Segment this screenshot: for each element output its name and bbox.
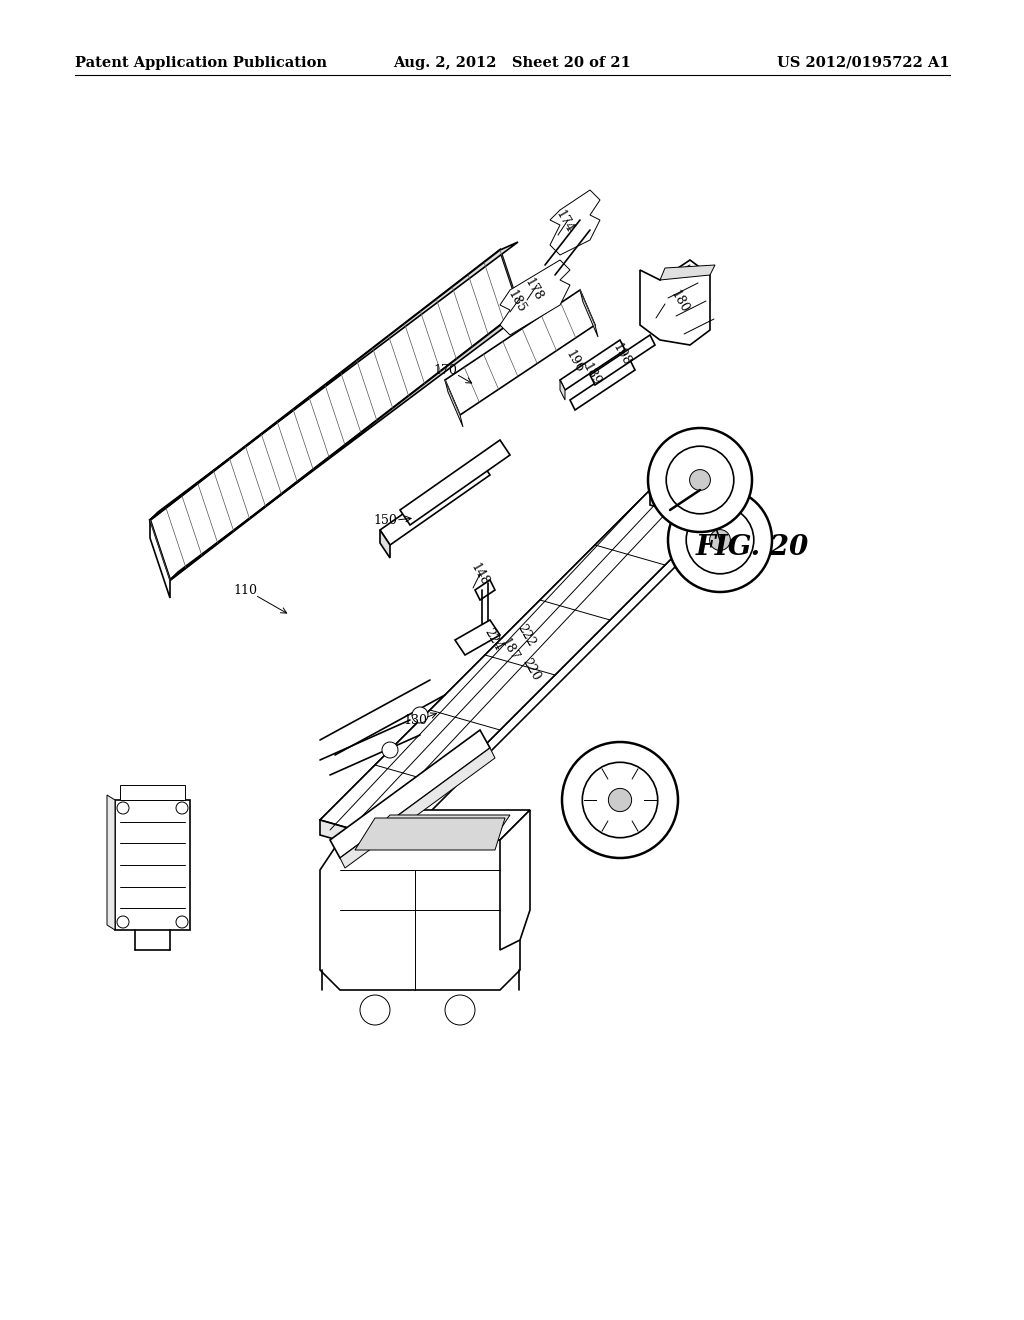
Polygon shape xyxy=(340,810,530,840)
Polygon shape xyxy=(319,490,720,840)
Circle shape xyxy=(382,742,398,758)
Circle shape xyxy=(648,428,752,532)
Polygon shape xyxy=(360,814,510,845)
Circle shape xyxy=(562,742,678,858)
Polygon shape xyxy=(445,290,595,414)
Text: FIG. 20: FIG. 20 xyxy=(696,535,809,561)
Polygon shape xyxy=(115,800,190,931)
Polygon shape xyxy=(150,249,520,579)
Text: 170: 170 xyxy=(433,363,457,376)
Polygon shape xyxy=(400,440,510,525)
Polygon shape xyxy=(150,520,170,598)
Polygon shape xyxy=(106,795,115,931)
Text: Aug. 2, 2012   Sheet 20 of 21: Aug. 2, 2012 Sheet 20 of 21 xyxy=(393,55,631,70)
Polygon shape xyxy=(560,341,625,389)
Polygon shape xyxy=(445,380,463,426)
Polygon shape xyxy=(560,380,565,400)
Text: 187: 187 xyxy=(498,636,521,664)
Text: 110: 110 xyxy=(233,583,257,597)
Text: 220: 220 xyxy=(520,656,543,684)
Text: 222: 222 xyxy=(515,622,538,648)
Circle shape xyxy=(176,916,188,928)
Text: 189: 189 xyxy=(580,362,603,388)
Polygon shape xyxy=(380,459,490,545)
Text: 174: 174 xyxy=(553,209,577,235)
Polygon shape xyxy=(340,748,495,869)
Circle shape xyxy=(689,470,711,491)
Circle shape xyxy=(412,708,428,723)
Circle shape xyxy=(445,995,475,1026)
Circle shape xyxy=(117,803,129,814)
Polygon shape xyxy=(640,260,710,345)
Polygon shape xyxy=(550,190,600,255)
Circle shape xyxy=(583,762,657,838)
Circle shape xyxy=(668,488,772,591)
Polygon shape xyxy=(355,818,505,850)
Polygon shape xyxy=(455,620,500,655)
Polygon shape xyxy=(570,360,635,411)
Polygon shape xyxy=(660,265,715,280)
Text: 224: 224 xyxy=(482,627,505,653)
Text: 150: 150 xyxy=(373,513,397,527)
Text: 148: 148 xyxy=(468,561,492,589)
Polygon shape xyxy=(500,810,530,950)
Polygon shape xyxy=(319,840,520,990)
Polygon shape xyxy=(120,785,185,800)
Text: 130: 130 xyxy=(403,714,427,726)
Text: Patent Application Publication: Patent Application Publication xyxy=(75,55,327,70)
Polygon shape xyxy=(475,579,495,601)
Text: 196: 196 xyxy=(563,348,586,376)
Text: 180: 180 xyxy=(668,288,691,315)
Circle shape xyxy=(608,788,632,812)
Polygon shape xyxy=(319,820,390,855)
Polygon shape xyxy=(590,335,655,385)
Polygon shape xyxy=(319,490,655,828)
Circle shape xyxy=(710,529,730,550)
Circle shape xyxy=(667,446,734,513)
Polygon shape xyxy=(330,730,490,858)
Polygon shape xyxy=(650,490,720,525)
Text: US 2012/0195722 A1: US 2012/0195722 A1 xyxy=(777,55,950,70)
Polygon shape xyxy=(150,242,518,520)
Polygon shape xyxy=(580,290,598,337)
Polygon shape xyxy=(170,302,538,579)
Text: 178: 178 xyxy=(522,276,545,304)
Text: 198: 198 xyxy=(610,342,633,368)
Circle shape xyxy=(360,995,390,1026)
Polygon shape xyxy=(390,510,725,847)
Circle shape xyxy=(176,803,188,814)
Circle shape xyxy=(117,916,129,928)
Polygon shape xyxy=(380,531,390,558)
Polygon shape xyxy=(500,260,570,335)
Circle shape xyxy=(686,506,754,574)
Text: 185: 185 xyxy=(505,288,528,315)
